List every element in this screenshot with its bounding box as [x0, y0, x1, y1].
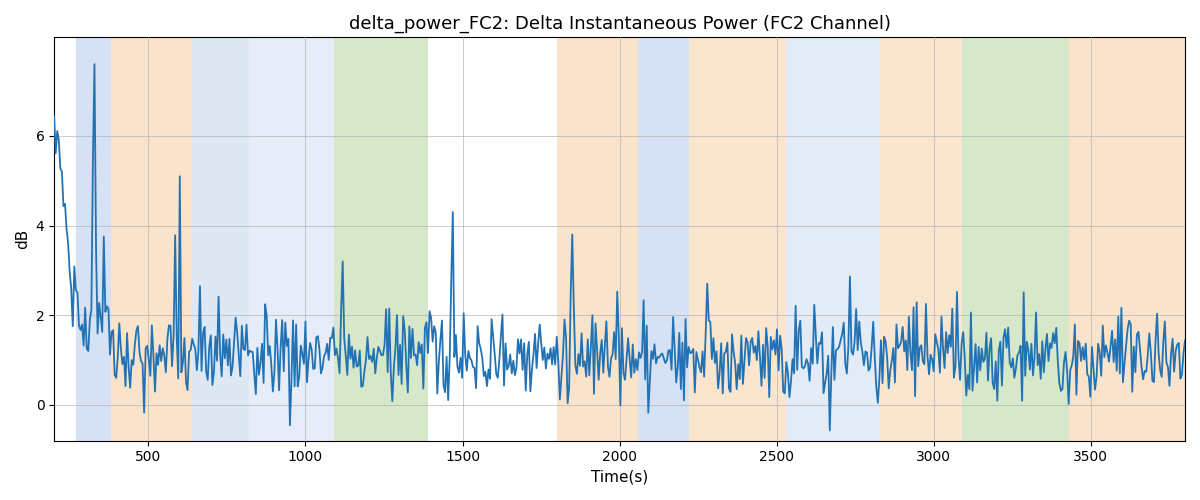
Bar [192, 38, 248, 440]
Bar [110, 38, 192, 440]
Title: delta_power_FC2: Delta Instantaneous Power (FC2 Channel): delta_power_FC2: Delta Instantaneous Pow… [348, 15, 890, 34]
Bar [962, 38, 1069, 440]
Bar [881, 38, 962, 440]
Bar [248, 38, 334, 440]
Bar [76, 38, 110, 440]
Bar [786, 38, 881, 440]
Y-axis label: dB: dB [16, 229, 30, 249]
Bar [557, 38, 638, 440]
Bar [638, 38, 689, 440]
Bar [334, 38, 428, 440]
X-axis label: Time(s): Time(s) [590, 470, 648, 485]
Bar [689, 38, 786, 440]
Bar [1069, 38, 1186, 440]
